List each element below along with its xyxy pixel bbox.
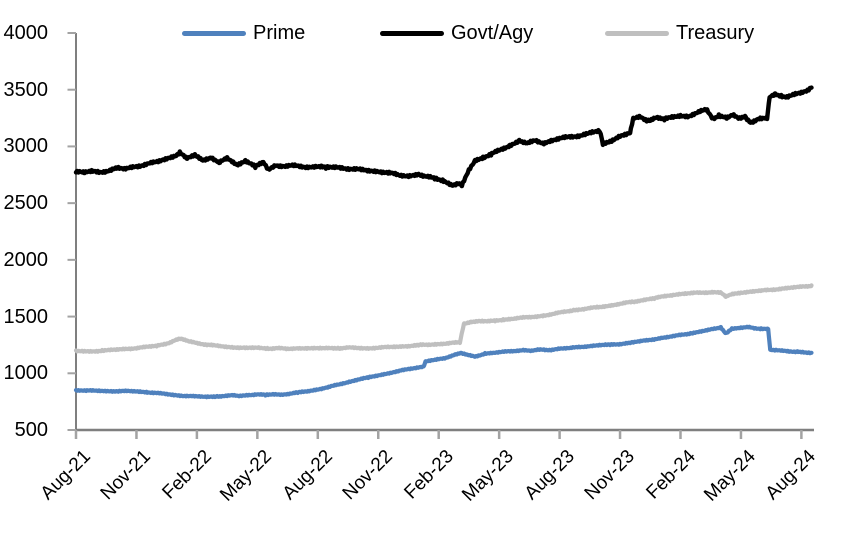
legend-swatch-govt-agy: [380, 30, 444, 36]
series-line-treasury: [73, 283, 814, 354]
y-axis-tick-label: 3500: [3, 78, 49, 101]
y-axis-tick-label: 500: [14, 419, 48, 441]
legend-item-govt-agy: Govt/Agy: [380, 22, 533, 44]
legend-swatch-treasury: [605, 30, 669, 36]
y-axis-tick-label: 4000: [3, 22, 49, 44]
legend-label-govt-agy: Govt/Agy: [451, 22, 534, 44]
legend-item-treasury: Treasury: [605, 22, 754, 44]
y-axis-tick-label: 2000: [3, 248, 49, 271]
legend-label-prime: Prime: [253, 22, 306, 44]
legend-swatch-prime: [182, 30, 246, 36]
y-axis-tick-label: 1000: [3, 362, 49, 385]
y-axis-tick-label: 1500: [3, 305, 49, 328]
series-line-govt-agy: [73, 85, 814, 189]
y-axis-tick-label: 3000: [3, 135, 49, 158]
axes: [67, 32, 814, 439]
plot-area: [67, 32, 814, 439]
y-axis-tick-label: 2500: [3, 192, 49, 215]
legend-label-treasury: Treasury: [676, 22, 755, 44]
series-line-prime: [73, 324, 814, 400]
legend-item-prime: Prime: [182, 22, 305, 44]
